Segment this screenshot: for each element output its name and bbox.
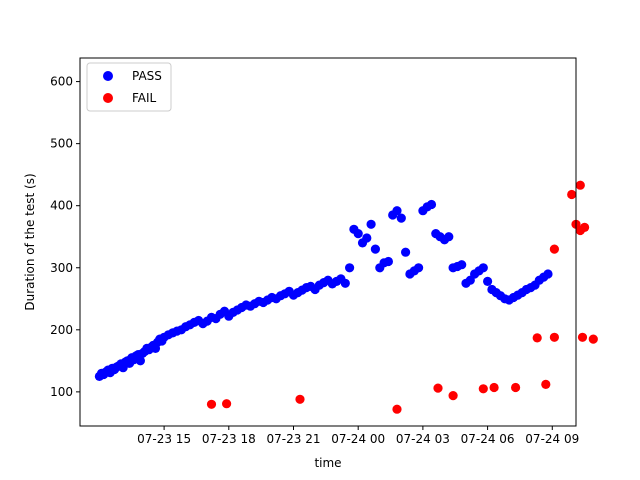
fail-point bbox=[541, 379, 551, 389]
legend-label-pass: PASS bbox=[132, 69, 162, 83]
y-axis-label: Duration of the test (s) bbox=[23, 173, 37, 310]
fail-point bbox=[580, 222, 590, 232]
plot-frame bbox=[79, 57, 577, 427]
y-tick-label: 300 bbox=[50, 261, 73, 275]
pass-point bbox=[353, 229, 363, 239]
y-tick-label: 200 bbox=[50, 323, 73, 337]
fail-point bbox=[510, 382, 521, 393]
legend: PASS FAIL bbox=[86, 62, 172, 112]
x-axis-label: time bbox=[314, 456, 341, 470]
pass-point bbox=[396, 213, 406, 223]
pass-point bbox=[383, 256, 393, 267]
pass-point bbox=[543, 269, 553, 279]
pass-point bbox=[362, 233, 372, 243]
fail-point bbox=[577, 332, 588, 342]
x-tick-label: 07-24 06 bbox=[461, 432, 515, 446]
y-axis: 100 200 300 400 500 600 bbox=[50, 75, 80, 399]
pass-point bbox=[345, 263, 355, 273]
x-tick-label: 07-24 00 bbox=[331, 432, 385, 446]
fail-point bbox=[392, 404, 402, 414]
fail-point bbox=[478, 384, 488, 394]
x-tick-label: 07-23 21 bbox=[267, 432, 321, 446]
pass-point bbox=[366, 219, 376, 229]
pass-point bbox=[135, 356, 145, 366]
fail-point bbox=[575, 180, 585, 190]
pass-point bbox=[444, 232, 454, 242]
pass-point bbox=[483, 276, 493, 286]
pass-point bbox=[401, 247, 411, 257]
fail-point bbox=[206, 399, 217, 409]
x-tick-label: 07-23 15 bbox=[137, 432, 191, 446]
y-tick-label: 500 bbox=[50, 137, 73, 151]
fail-point bbox=[489, 382, 499, 393]
pass-point bbox=[457, 260, 467, 270]
y-tick-label: 400 bbox=[50, 199, 73, 213]
plot-points bbox=[94, 180, 598, 414]
fail-point bbox=[222, 399, 232, 409]
pass-point bbox=[392, 206, 402, 216]
pass-point bbox=[426, 199, 437, 210]
fail-point bbox=[588, 334, 598, 344]
pass-point bbox=[340, 278, 350, 288]
fail-point bbox=[549, 332, 560, 342]
legend-marker-pass bbox=[103, 71, 113, 81]
pass-point bbox=[370, 244, 380, 254]
fail-point bbox=[448, 391, 458, 401]
x-tick-label: 07-24 09 bbox=[525, 432, 579, 446]
fail-point bbox=[532, 333, 542, 343]
x-tick-label: 07-24 03 bbox=[396, 432, 450, 446]
legend-marker-fail bbox=[103, 93, 113, 103]
y-tick-label: 100 bbox=[50, 385, 73, 399]
legend-label-fail: FAIL bbox=[132, 91, 157, 105]
fail-point bbox=[433, 383, 443, 393]
x-tick-label: 07-23 18 bbox=[202, 432, 256, 446]
fail-point bbox=[295, 394, 305, 404]
pass-point bbox=[478, 263, 488, 273]
fail-point bbox=[549, 244, 560, 254]
fail-point bbox=[567, 189, 577, 200]
x-axis: 07-23 15 07-23 18 07-23 21 07-24 00 07-24 03… bbox=[137, 426, 579, 446]
y-tick-label: 600 bbox=[50, 75, 73, 89]
pass-point bbox=[414, 263, 424, 273]
